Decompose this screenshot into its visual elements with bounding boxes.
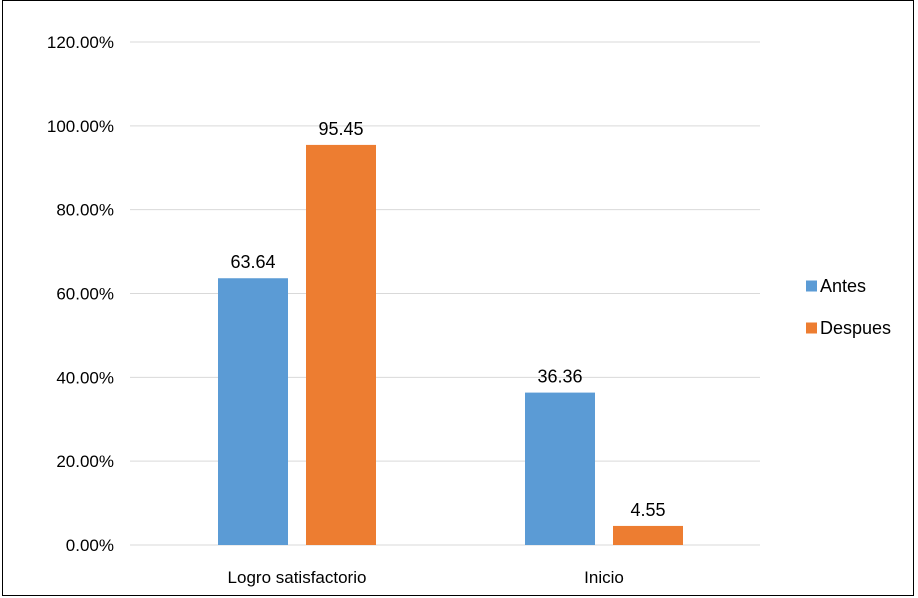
bar-despues <box>306 144 376 546</box>
legend-swatch-despues <box>806 322 817 334</box>
legend-label: Despues <box>820 318 891 338</box>
y-tick-label: 120.00% <box>47 33 114 52</box>
legend: Antes Despues <box>806 276 891 338</box>
y-tick-label: 0.00% <box>66 536 114 555</box>
data-label: 63.64 <box>230 252 275 272</box>
data-label: 36.36 <box>537 367 582 387</box>
y-tick-label: 100.00% <box>47 117 114 136</box>
x-tick-label: Inicio <box>584 568 624 587</box>
bar-antes <box>218 278 288 545</box>
x-axis-tick-labels: Logro satisfactorio Inicio <box>228 568 624 587</box>
y-tick-label: 60.00% <box>56 285 114 304</box>
y-tick-label: 80.00% <box>56 201 114 220</box>
legend-label: Antes <box>820 276 866 296</box>
y-axis-tick-labels: 0.00% 20.00% 40.00% 60.00% 80.00% 100.00% 120.… <box>47 33 114 555</box>
data-labels: 63.64 95.45 36.36 4.55 <box>230 119 665 520</box>
data-label: 4.55 <box>630 500 665 520</box>
data-label: 95.45 <box>318 119 363 139</box>
bars <box>218 144 683 546</box>
bar-despues <box>613 525 683 545</box>
legend-swatch-antes <box>806 280 817 292</box>
y-tick-label: 40.00% <box>56 368 114 387</box>
bar-antes <box>525 392 595 545</box>
x-tick-label: Logro satisfactorio <box>228 568 367 587</box>
y-tick-label: 20.00% <box>56 452 114 471</box>
